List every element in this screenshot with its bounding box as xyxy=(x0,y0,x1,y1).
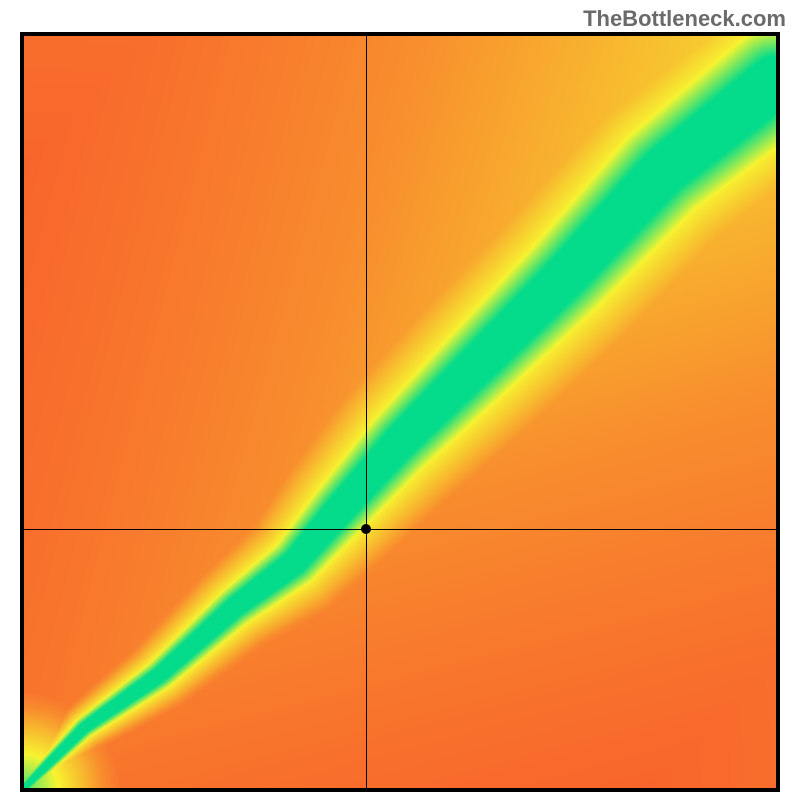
crosshair-vertical xyxy=(366,36,367,788)
chart-frame xyxy=(20,32,780,792)
marker-dot xyxy=(361,524,371,534)
watermark-label: TheBottleneck.com xyxy=(583,6,786,32)
heatmap-canvas xyxy=(24,36,776,788)
crosshair-horizontal xyxy=(24,529,776,530)
